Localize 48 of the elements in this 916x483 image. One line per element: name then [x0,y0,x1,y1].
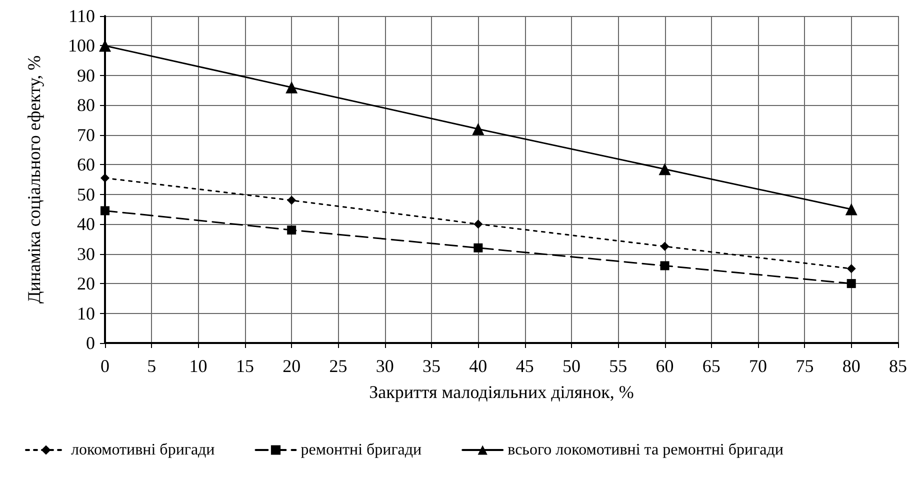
y-axis-title: Динаміка соціального ефекту, % [24,55,44,304]
point [472,122,484,135]
legend-label: локомотивні бригади [71,442,216,458]
x-tick-label: 40 [469,356,488,376]
y-tick-label: 30 [77,244,95,264]
point [846,264,856,274]
x-tick-label: 0 [100,356,110,376]
x-tick-label: 65 [702,356,720,376]
point [660,261,670,270]
x-tick-label: 75 [796,356,814,376]
x-tick-label: 50 [562,356,580,376]
point [287,226,296,235]
point [474,243,483,252]
x-tick-label: 70 [749,356,768,376]
y-tick-label: 80 [77,95,95,116]
y-tick-label: 20 [77,274,95,294]
y-tick-label: 70 [77,124,95,145]
x-axis-title: Закриття малодіяльних ділянок, % [369,382,634,402]
x-tick-label: 85 [889,356,907,376]
x-tick-label: 55 [609,356,628,376]
y-tick-label: 100 [68,36,95,56]
legend-label: всього локомотивні та ремонтні бригади [508,442,784,458]
y-tick-label: 90 [77,65,95,86]
point [287,196,296,205]
x-tick-label: 45 [516,356,534,376]
point [846,279,856,288]
x-tick-label: 20 [282,356,301,376]
x-tick-label: 5 [147,356,156,376]
point [100,206,110,216]
legend-label: ремонтні бригади [300,442,422,458]
y-tick-label: 0 [86,333,95,353]
y-tick-label: 60 [77,154,95,175]
x-tick-label: 25 [329,356,348,376]
x-tick-label: 15 [236,356,254,376]
x-tick-label: 30 [376,356,394,376]
x-tick-label: 60 [656,356,674,376]
x-tick-label: 80 [842,356,860,376]
y-tick-label: 40 [77,214,95,234]
point [286,81,298,94]
point [660,242,670,251]
x-tick-label: 10 [189,356,208,376]
x-tick-label: 35 [422,356,441,376]
point [658,163,671,176]
y-tick-label: 50 [77,184,95,204]
point [474,220,483,229]
y-tick-label: 10 [77,303,95,324]
point [845,203,858,216]
y-tick-label: 110 [68,6,95,26]
